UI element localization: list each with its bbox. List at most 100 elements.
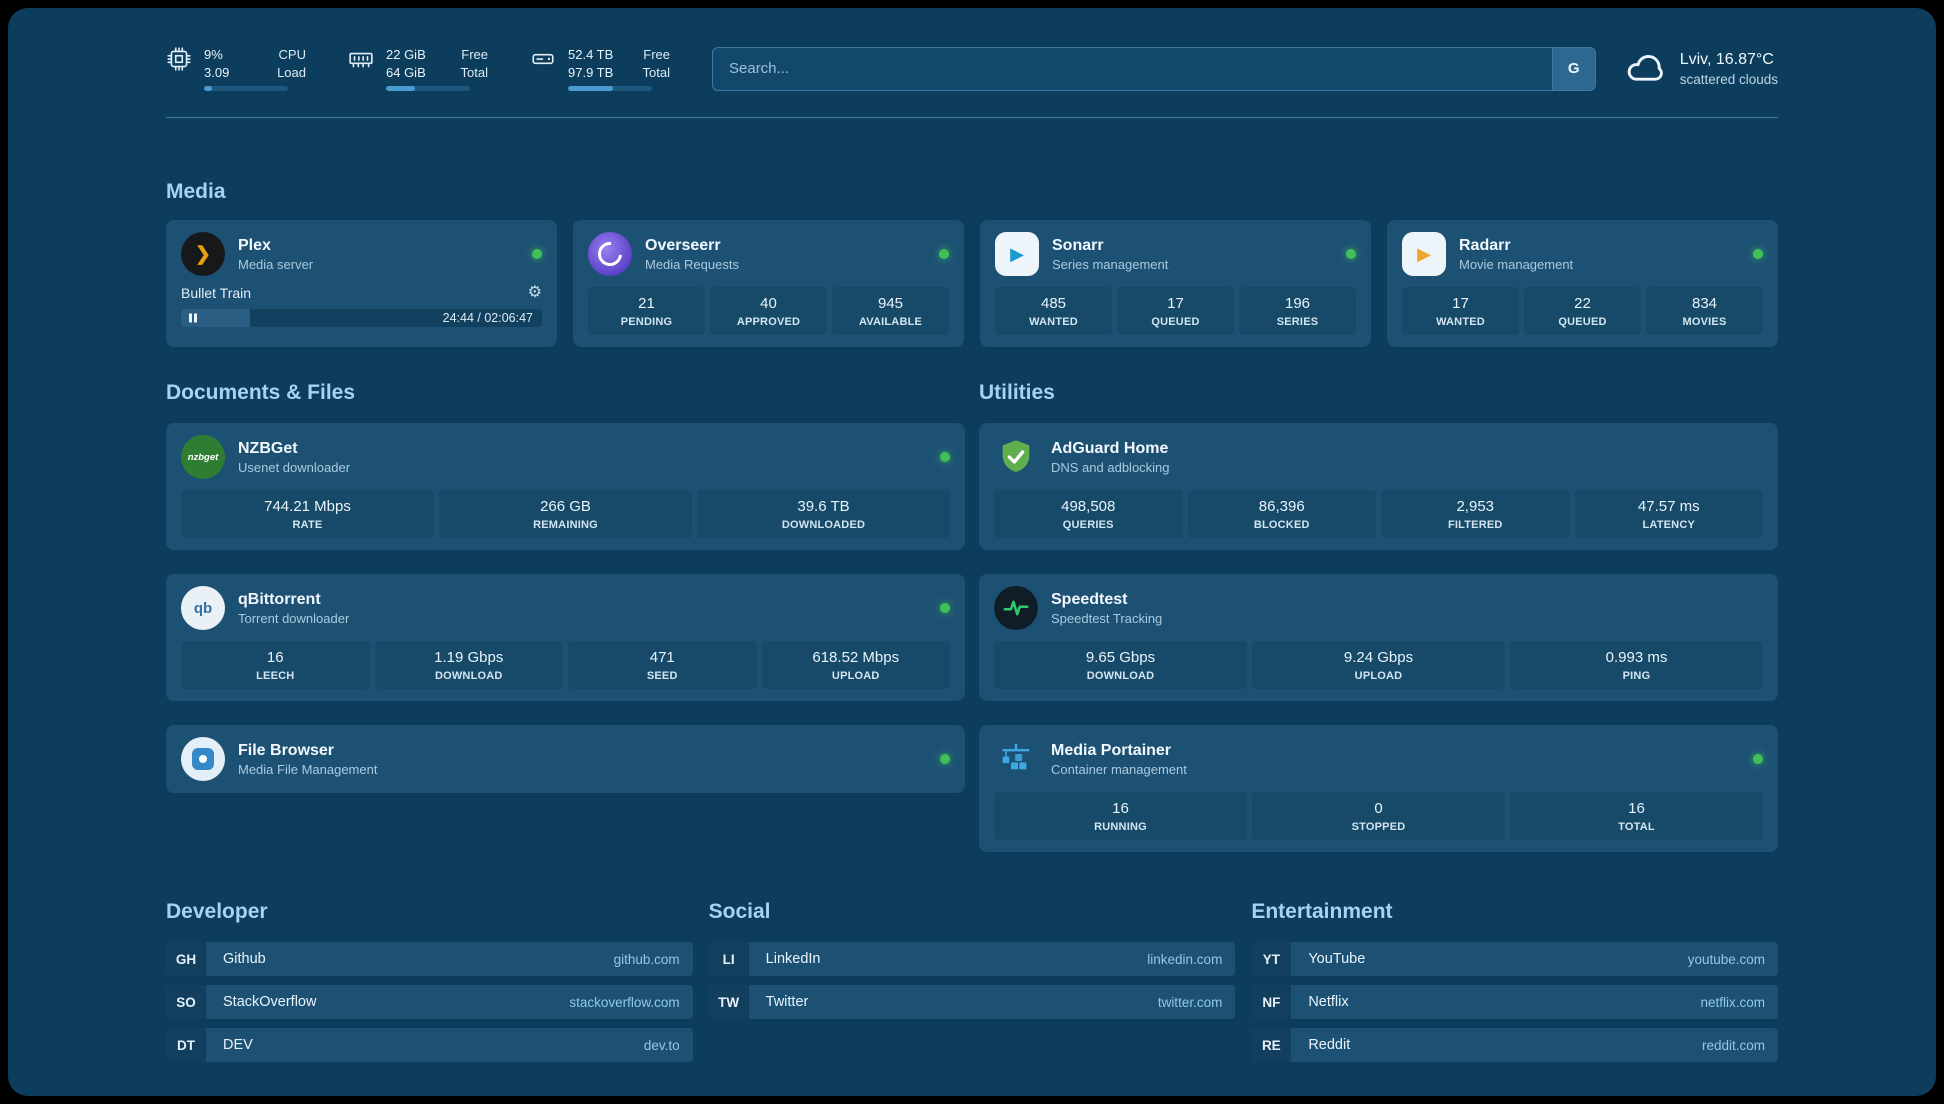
stat-value: 86,396	[1258, 498, 1305, 516]
media-card-grid: ❯ Plex Media server Bullet Train ⚙ 24:44…	[166, 220, 1778, 348]
bookmarks-social: Social LI LinkedIn linkedin.com TW Twitter tw…	[708, 900, 1236, 1028]
stat-tile: 22 QUEUED	[1524, 287, 1641, 336]
bookmarks-entertainment: Entertainment YT YouTube youtube.com NF Netf…	[1251, 900, 1778, 1071]
stat-label: RUNNING	[1094, 821, 1147, 834]
bookmark-abbr-tile: RE	[1251, 1028, 1292, 1063]
stat-label: WANTED	[1436, 316, 1485, 329]
bookmark-item[interactable]: SO StackOverflow stackoverflow.com	[166, 985, 693, 1020]
qbittorrent-icon: qb	[181, 586, 225, 631]
stat-label: AVAILABLE	[858, 316, 923, 329]
bookmark-item[interactable]: RE Reddit reddit.com	[1251, 1028, 1778, 1063]
bookmark-item[interactable]: YT YouTube youtube.com	[1251, 942, 1778, 977]
stat-value: 0.993 ms	[1605, 649, 1668, 667]
stat-value: 485	[1040, 295, 1067, 313]
app-card-qbittorrent[interactable]: qb qBittorrent Torrent downloader 16 LEEC…	[166, 574, 965, 702]
app-card-radarr[interactable]: ▶ Radarr Movie management 17 WANTED 22 QUEU…	[1387, 220, 1778, 348]
stat-value: 498,508	[1061, 498, 1116, 516]
system-stat-memory: 22 GiB 64 GiB Free Total	[348, 46, 488, 92]
stat-value: 618.52 Mbps	[812, 649, 900, 667]
top-bar: 9% 3.09 CPU Load 22 GiB	[166, 46, 1778, 92]
dashboard-board: 9% 3.09 CPU Load 22 GiB	[8, 8, 1936, 1096]
bookmark-url: youtube.com	[1687, 951, 1765, 967]
app-card-overseerr[interactable]: Overseerr Media Requests 21 PENDING 40 APPR…	[573, 220, 964, 348]
bookmark-url: stackoverflow.com	[569, 994, 680, 1010]
bookmark-item[interactable]: DT DEV dev.to	[166, 1028, 693, 1063]
now-playing-title: Bullet Train	[181, 285, 252, 302]
stat-tile: 834 MOVIES	[1646, 287, 1763, 336]
system-stat-cpu: 9% 3.09 CPU Load	[166, 46, 306, 92]
status-online-dot	[939, 249, 949, 260]
stat-value: 9.24 Gbps	[1343, 649, 1414, 667]
ram-progress-bar	[386, 86, 470, 92]
weather-location: Lviv, 16.87°C	[1679, 50, 1774, 68]
app-subtitle: Torrent downloader	[238, 610, 350, 626]
stat-label: PING	[1622, 670, 1651, 683]
bookmark-item[interactable]: TW Twitter twitter.com	[708, 985, 1236, 1020]
search-input[interactable]	[713, 47, 1552, 90]
bookmark-item[interactable]: GH Github github.com	[166, 942, 693, 977]
stats-row: 16 RUNNING 0 STOPPED 16 TOTAL	[994, 792, 1763, 841]
stat-value: 266 GB	[540, 498, 591, 516]
app-card-nzbget[interactable]: nzbget NZBGet Usenet downloader 744.21 M…	[166, 423, 965, 551]
bookmark-name: YouTube	[1308, 951, 1366, 968]
stat-value: 9.65 Gbps	[1085, 649, 1156, 667]
stat-label: PENDING	[620, 316, 673, 329]
adguard-shield-icon	[994, 435, 1038, 479]
gear-icon[interactable]: ⚙	[527, 284, 542, 302]
stat-label: RATE	[292, 519, 323, 532]
plex-icon: ❯	[181, 232, 225, 277]
filebrowser-icon	[181, 737, 225, 782]
disk-total-label: Total	[642, 64, 670, 80]
stat-label: WANTED	[1029, 316, 1078, 329]
stats-row: 744.21 Mbps RATE 266 GB REMAINING 39.6 TB DOW…	[181, 490, 950, 539]
app-card-plex[interactable]: ❯ Plex Media server Bullet Train ⚙ 24:44…	[166, 220, 557, 348]
stat-value: 1.19 Gbps	[434, 649, 504, 667]
stat-tile: 40 APPROVED	[710, 287, 827, 336]
stat-tile: 266 GB REMAINING	[439, 490, 692, 539]
cpu-label: CPU	[278, 47, 306, 62]
bookmark-abbr-tile: GH	[166, 942, 206, 977]
stat-value: 22	[1574, 295, 1591, 313]
bookmark-url: dev.to	[643, 1037, 680, 1053]
stat-label: SERIES	[1276, 316, 1319, 329]
stat-tile: 47.57 ms LATENCY	[1574, 490, 1763, 539]
cpu-icon	[166, 46, 192, 72]
stat-label: QUERIES	[1062, 519, 1114, 532]
app-name: Plex	[238, 236, 271, 254]
stats-row: 498,508 QUERIES 86,396 BLOCKED 2,953 FILTERED…	[994, 490, 1763, 539]
app-subtitle: Usenet downloader	[238, 459, 351, 475]
search-bar: G	[712, 46, 1596, 91]
app-card-adguard[interactable]: AdGuard Home DNS and adblocking 498,508 Q…	[979, 423, 1778, 551]
stat-tile: 2,953 FILTERED	[1381, 490, 1570, 539]
stat-label: DOWNLOAD	[1086, 670, 1155, 683]
header-divider	[166, 117, 1778, 119]
stat-tile: 16 RUNNING	[994, 792, 1247, 841]
bookmarks-developer: Developer GH Github github.com SO StackOverf…	[166, 900, 693, 1071]
app-subtitle: Media server	[238, 256, 314, 272]
stat-label: DOWNLOADED	[781, 519, 866, 532]
playback-progress-bar[interactable]: 24:44 / 02:06:47	[181, 309, 542, 328]
bookmark-abbr-tile: LI	[708, 942, 749, 977]
bookmark-item[interactable]: LI LinkedIn linkedin.com	[708, 942, 1236, 977]
search-engine-button[interactable]: G	[1551, 47, 1595, 90]
stat-tile: 21 PENDING	[588, 287, 705, 336]
app-card-sonarr[interactable]: ▶ Sonarr Series management 485 WANTED 17 QU…	[980, 220, 1371, 348]
status-online-dot	[1753, 249, 1763, 260]
app-card-portainer[interactable]: Media Portainer Container management 16 R…	[979, 725, 1778, 853]
app-card-speedtest[interactable]: Speedtest Speedtest Tracking 9.65 Gbps DO…	[979, 574, 1778, 702]
stat-tile: 0.993 ms PING	[1510, 641, 1763, 690]
overseerr-icon	[588, 232, 632, 277]
pause-icon[interactable]	[189, 313, 197, 323]
stat-tile: 17 QUEUED	[1117, 287, 1234, 336]
bookmark-abbr-tile: TW	[708, 985, 749, 1020]
app-card-filebrowser[interactable]: File Browser Media File Management	[166, 725, 965, 794]
stat-value: 21	[638, 295, 655, 313]
bookmark-item[interactable]: NF Netflix netflix.com	[1251, 985, 1778, 1020]
stat-value: 39.6 TB	[797, 498, 850, 516]
stat-label: REMAINING	[533, 519, 598, 532]
section-title-utilities: Utilities	[979, 381, 1055, 405]
app-name: Radarr	[1459, 236, 1511, 254]
bookmark-name: Reddit	[1308, 1037, 1351, 1054]
stat-label: UPLOAD	[1354, 670, 1403, 683]
stat-tile: 0 STOPPED	[1252, 792, 1505, 841]
